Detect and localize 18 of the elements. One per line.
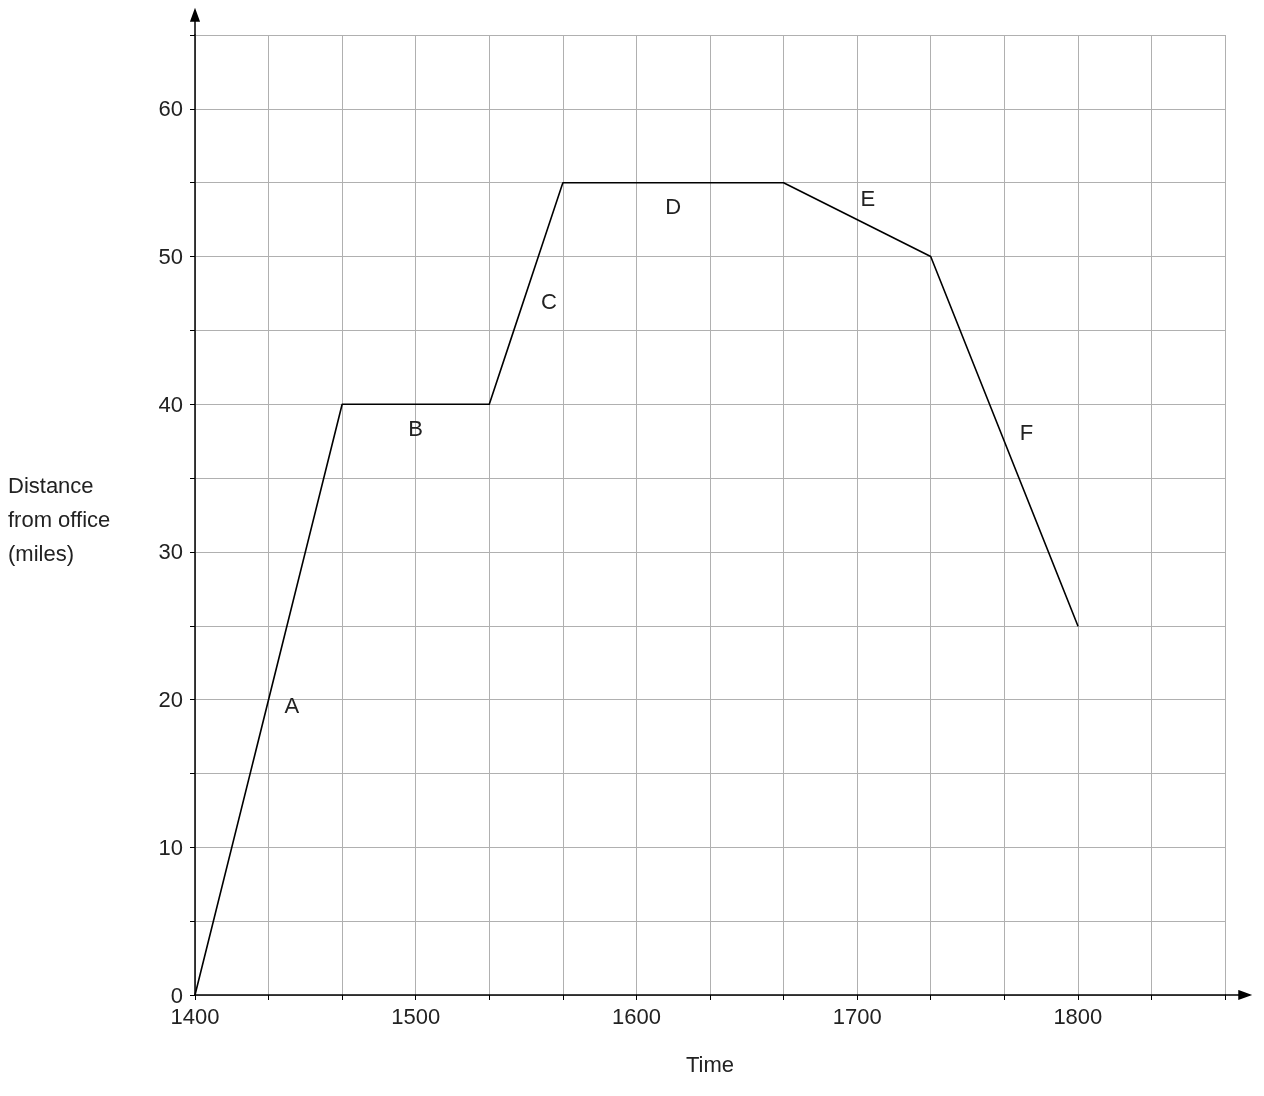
y-tick-label: 10 <box>158 834 183 860</box>
annotation: B <box>408 415 424 441</box>
x-axis-title: Time <box>685 1051 735 1077</box>
x-tick-label: 1600 <box>611 1003 661 1029</box>
y-tick-label: 30 <box>158 539 183 565</box>
x-tick-label: 1700 <box>832 1003 882 1029</box>
y-tick-label: 60 <box>158 96 183 122</box>
x-tick-label: 1800 <box>1053 1003 1103 1029</box>
y-tick-label: 50 <box>158 244 183 270</box>
x-tick-label: 1500 <box>391 1003 441 1029</box>
annotation: D <box>665 194 682 220</box>
annotation: F <box>1019 419 1034 445</box>
y-tick-label: 20 <box>158 687 183 713</box>
y-axis-title: Distance from office (miles) <box>8 472 117 566</box>
annotation: C <box>540 288 557 314</box>
annotation: A <box>284 692 300 718</box>
y-tick-label: 40 <box>158 391 183 417</box>
annotation: E <box>860 185 876 211</box>
